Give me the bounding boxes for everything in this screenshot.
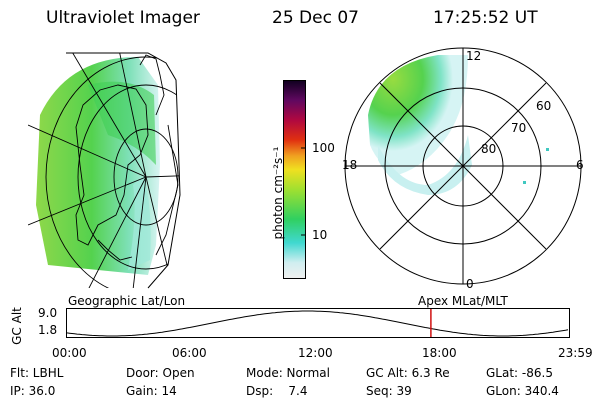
colorbar-unit-label: photon cm⁻²s⁻¹ bbox=[271, 146, 285, 240]
date-label: 25 Dec 07 bbox=[272, 8, 359, 28]
apex-caption: Apex MLat/MLT bbox=[418, 294, 508, 308]
status-seq: Seq: 39 bbox=[366, 384, 412, 398]
status-glon: GLon: 340.4 bbox=[486, 384, 559, 398]
geographic-projection-image bbox=[28, 52, 181, 289]
mlat-ring-70: 70 bbox=[511, 121, 526, 135]
status-door: Door: Open bbox=[126, 366, 195, 380]
status-filter: Flt: LBHL bbox=[10, 366, 64, 380]
status-glat: GLat: -86.5 bbox=[486, 366, 553, 380]
status-gc-alt: GC Alt: 6.3 Re bbox=[366, 366, 450, 380]
mlat-ring-80: 80 bbox=[481, 142, 496, 156]
timeline-tick-1800: 18:00 bbox=[422, 346, 457, 360]
mlat-ring-60: 60 bbox=[536, 99, 551, 113]
timeline-axis-title: GC Alt bbox=[10, 307, 24, 345]
polar-grid bbox=[344, 47, 582, 285]
timeline-tick-2359: 23:59 bbox=[558, 346, 593, 360]
timeline-tick-0600: 06:00 bbox=[172, 346, 207, 360]
mlt-label-12: 12 bbox=[466, 49, 481, 63]
altitude-curve bbox=[66, 310, 569, 337]
status-ip: IP: 36.0 bbox=[10, 384, 56, 398]
status-gain: Gain: 14 bbox=[126, 384, 177, 398]
timeline-tick-1200: 12:00 bbox=[298, 346, 333, 360]
status-dsp: Dsp: 7.4 bbox=[246, 384, 308, 398]
mlt-label-0: 0 bbox=[466, 277, 474, 290]
mlt-label-18: 18 bbox=[342, 158, 357, 172]
coastline-grid-overlay bbox=[28, 53, 180, 288]
colorbar-tick-100: 100 bbox=[312, 141, 335, 155]
geographic-caption: Geographic Lat/Lon bbox=[68, 294, 186, 308]
status-mode: Mode: Normal bbox=[246, 366, 330, 380]
mlt-label-6: 6 bbox=[576, 158, 584, 172]
timeline-y-top: 9.0 bbox=[38, 306, 58, 320]
colorbar-tick-10: 10 bbox=[312, 228, 328, 242]
time-label: 17:25:52 UT bbox=[433, 8, 538, 28]
polar-mlt-plot: 12 0 18 6 60 70 80 bbox=[342, 47, 584, 290]
orbit-altitude-timeline bbox=[66, 308, 570, 338]
polar-emission-region bbox=[368, 55, 468, 175]
intensity-colorbar bbox=[283, 80, 306, 279]
timeline-tick-0000: 00:00 bbox=[52, 346, 87, 360]
timeline-y-bottom: 1.8 bbox=[38, 323, 58, 337]
app-title: Ultraviolet Imager bbox=[46, 8, 200, 28]
